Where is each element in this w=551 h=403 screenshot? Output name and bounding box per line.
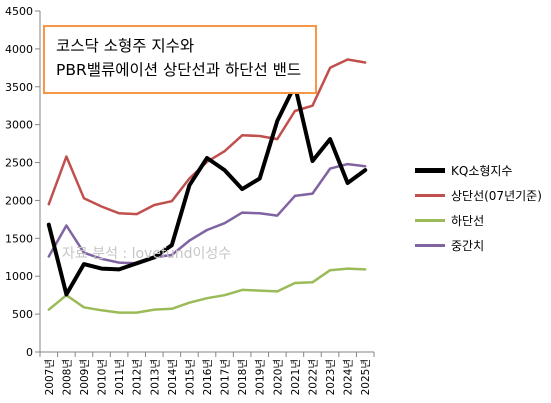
- series-line-0: [46, 83, 368, 297]
- x-tick-label: 2010년: [97, 359, 109, 395]
- legend-item-lower: 하단선: [415, 208, 542, 233]
- legend-item-mid: 중간치: [415, 233, 542, 258]
- y-tick-label: 1500: [5, 232, 33, 245]
- x-tick-label: 2008년: [61, 359, 73, 395]
- legend-item-kq: KQ소형지수: [415, 158, 542, 183]
- legend-label-kq: KQ소형지수: [451, 164, 513, 178]
- chart-series: [46, 58, 368, 314]
- x-tick-label: 2017년: [220, 359, 232, 395]
- x-axis-labels: 2007년 2008년 2009년 2010년 2011년 2012년 2013년 2014년…: [44, 359, 372, 395]
- x-tick-label: 2014년: [167, 359, 179, 395]
- y-tick-label: 2500: [5, 157, 33, 170]
- y-tick-label: 3000: [5, 119, 33, 132]
- legend-label-mid: 중간치: [451, 239, 485, 253]
- legend-item-upper: 상단선(07년기준): [415, 183, 542, 208]
- chart-title-box: 코스닥 소형주 지수와 PBR밸류에이션 상단선과 하단선 밴드: [43, 25, 317, 94]
- source-watermark: 자료 분석 : lovefund이성수: [62, 246, 232, 262]
- x-tick-label: 2020년: [272, 359, 284, 395]
- y-tick-label: 2000: [5, 194, 33, 207]
- legend-swatch-kq: [415, 168, 445, 173]
- chart-title-line-2: PBR밸류에이션 상단선과 하단선 밴드: [56, 61, 302, 79]
- x-tick-label: 2024년: [343, 359, 355, 395]
- legend-swatch-mid: [415, 244, 445, 247]
- legend-swatch-upper: [415, 194, 445, 197]
- x-tick-label: 2023년: [325, 359, 337, 395]
- x-tick-label: 2015년: [184, 359, 196, 395]
- y-tick-label: 500: [12, 308, 33, 321]
- y-tick-label: 1000: [5, 270, 33, 283]
- x-tick-label: 2018년: [237, 359, 249, 395]
- chart-legend: KQ소형지수 상단선(07년기준) 하단선 중간치: [415, 158, 542, 258]
- y-tick-label: 4500: [5, 5, 33, 18]
- x-tick-label: 2011년: [114, 359, 126, 395]
- legend-label-lower: 하단선: [451, 214, 485, 228]
- legend-swatch-lower: [415, 219, 445, 222]
- y-tick-label: 3500: [5, 81, 33, 94]
- series-line-1: [47, 58, 367, 216]
- x-tick-label: 2009년: [79, 359, 91, 395]
- series-line-3: [47, 162, 367, 265]
- x-tick-label: 2007년: [44, 359, 56, 395]
- chart-title-line-1: 코스닥 소형주 지수와: [56, 37, 195, 55]
- y-tick-label: 4000: [5, 43, 33, 56]
- x-tick-label: 2012년: [132, 359, 144, 395]
- y-tick-label: 0: [26, 346, 33, 359]
- x-tick-label: 2022년: [307, 359, 319, 395]
- x-tick-label: 2019년: [255, 359, 267, 395]
- x-tick-label: 2016년: [202, 359, 214, 395]
- x-tick-label: 2013년: [149, 359, 161, 395]
- chart-axes: 0 500 1000 1500 2000 2500 3000 3500 4000 4500: [5, 5, 375, 359]
- x-tick-label: 2021년: [290, 359, 302, 395]
- legend-label-upper: 상단선(07년기준): [451, 189, 542, 203]
- x-tick-label: 2025년: [360, 359, 372, 395]
- series-line-2: [47, 267, 367, 314]
